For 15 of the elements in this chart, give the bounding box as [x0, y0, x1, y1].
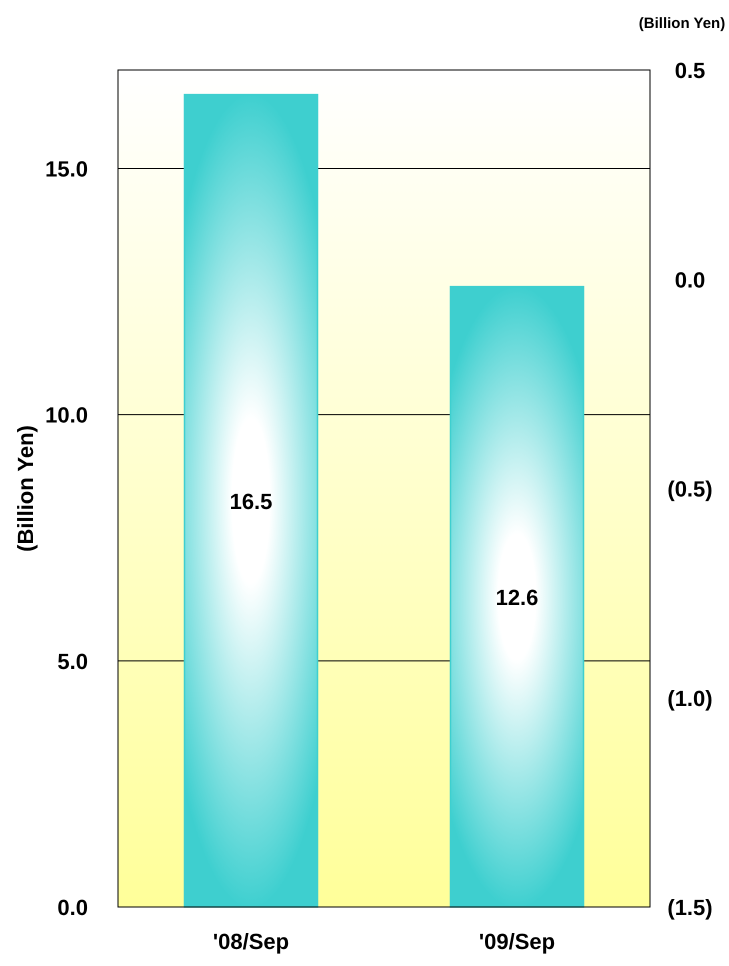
- y2-tick-label: (1.0): [667, 686, 713, 711]
- x-tick-label: '08/Sep: [212, 929, 290, 954]
- y-axis-title: (Billion Yen): [13, 425, 38, 552]
- x-tick-label: '09/Sep: [478, 929, 556, 954]
- data-label: 16.5: [230, 488, 272, 514]
- y-tick-label: 15.0: [45, 156, 88, 182]
- y-tick-label: 10.0: [45, 402, 88, 428]
- y2-axis-title: (Billion Yen): [638, 15, 726, 32]
- y-tick-label: 5.0: [57, 648, 88, 674]
- y2-tick-label: 0.0: [674, 267, 706, 292]
- y2-tick-label: (0.5): [667, 476, 713, 502]
- y2-tick-label: 0.5: [674, 58, 706, 83]
- y-tick-label: 0.0: [57, 895, 88, 920]
- y2-tick-label: (1.5): [667, 895, 713, 920]
- data-label: 12.6: [496, 584, 538, 610]
